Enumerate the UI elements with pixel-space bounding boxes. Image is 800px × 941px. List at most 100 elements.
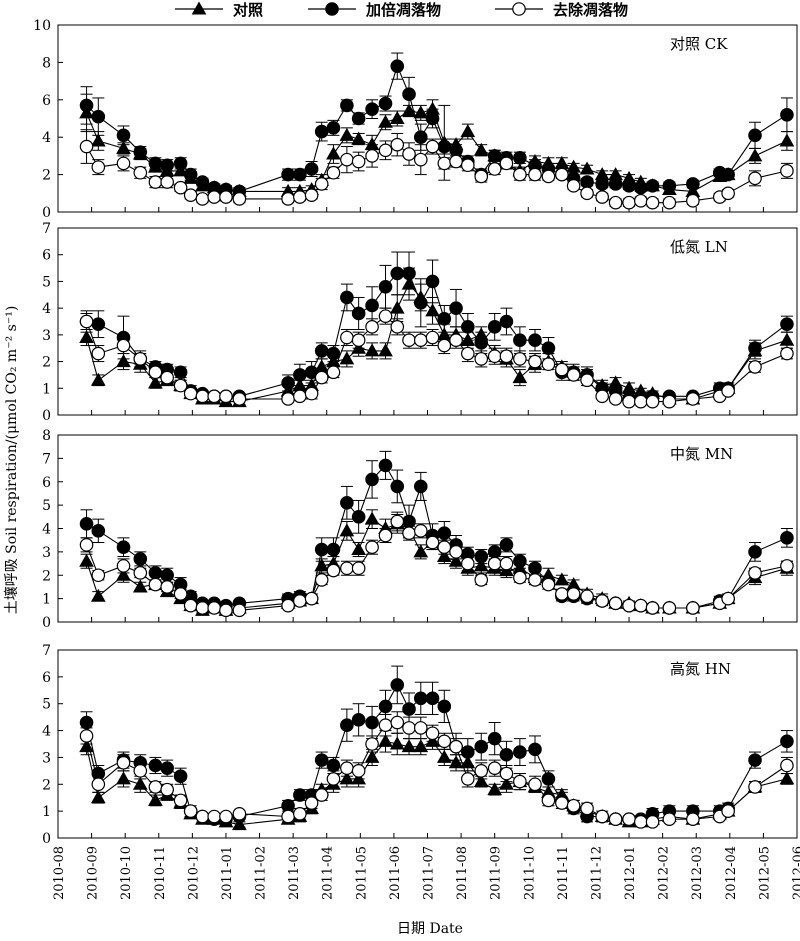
y-tick-label: 6 [42, 475, 51, 491]
data-point [365, 737, 379, 751]
data-point [232, 817, 247, 831]
data-point [340, 98, 354, 113]
data-point [608, 596, 623, 611]
data-point [390, 678, 405, 692]
data-point [79, 538, 94, 552]
data-point [513, 554, 527, 569]
data-point [326, 365, 341, 380]
data-point [528, 167, 542, 182]
x-tick-label: 2011-06 [388, 846, 403, 900]
data-point [293, 368, 307, 382]
data-point [634, 394, 648, 409]
y-tick-label: 0 [42, 408, 51, 424]
data-point [219, 389, 233, 404]
y-tick-label: 3 [42, 750, 51, 766]
data-point [351, 333, 366, 347]
data-point [148, 780, 163, 794]
data-point [326, 146, 341, 160]
data-point [314, 177, 329, 191]
data-point [473, 558, 489, 572]
data-point [555, 362, 569, 377]
data-point [634, 180, 648, 195]
y-tick-label: 2 [42, 568, 51, 584]
data-point [116, 540, 131, 554]
data-point [378, 458, 393, 473]
data-point [425, 691, 440, 706]
data-point [160, 158, 174, 173]
data-point [555, 167, 569, 182]
x-tick-label: 2011-11 [556, 846, 571, 900]
data-point [580, 186, 594, 201]
data-point [339, 771, 355, 785]
data-point [686, 812, 700, 826]
data-point [390, 137, 405, 152]
panel-frame [57, 227, 798, 416]
legend: 对照 加倍凋落物 去除凋落物 [175, 1, 628, 19]
data-point [436, 749, 452, 763]
data-point [133, 165, 148, 180]
panel-label: 低氮 LN [670, 238, 728, 256]
data-point [133, 566, 148, 580]
x-tick-label: 2011-07 [422, 846, 437, 900]
data-point [748, 341, 762, 356]
y-tick-label: 6 [42, 248, 51, 264]
data-point [413, 479, 428, 494]
data-point [364, 511, 380, 525]
x-tick-label: 2012-02 [657, 846, 672, 900]
data-point [528, 777, 542, 792]
data-point [499, 776, 514, 790]
data-point [449, 545, 463, 559]
data-point [173, 378, 188, 393]
data-point [207, 809, 221, 824]
data-point [378, 114, 393, 128]
data-point [449, 739, 463, 754]
data-point [487, 556, 502, 571]
data-point [580, 373, 594, 388]
data-point [461, 772, 475, 786]
y-tick-label: 6 [42, 670, 51, 686]
y-tick-label: 4 [42, 301, 51, 317]
chart-panel: 0 2 4 6 8 10 对照 CK [33, 18, 798, 221]
data-point [389, 110, 405, 124]
y-tick-label: 8 [42, 55, 51, 71]
data-point [622, 179, 636, 193]
data-point [364, 343, 380, 357]
y-tick-label: 3 [42, 545, 51, 561]
data-point [390, 59, 405, 73]
data-point [232, 807, 247, 821]
data-point [79, 98, 94, 113]
data-point [748, 360, 762, 374]
data-point [513, 774, 527, 789]
data-point [281, 167, 295, 182]
data-point [378, 733, 393, 747]
data-point [326, 165, 341, 180]
data-point [173, 156, 188, 171]
data-point [448, 755, 464, 769]
x-tick-label: 2011-05 [354, 846, 369, 900]
data-point [314, 370, 329, 385]
data-point [339, 351, 355, 365]
data-point [662, 394, 677, 409]
data-point [528, 354, 542, 369]
data-point [326, 121, 341, 135]
data-point [780, 734, 794, 749]
data-point [340, 152, 354, 167]
data-point [608, 392, 623, 406]
legend-marker [512, 2, 526, 16]
data-point [425, 726, 440, 741]
data-point [566, 587, 581, 601]
x-axis: 2010-08 2010-09 2010-10 2010-11 2010-12 2011-… [52, 846, 800, 900]
data-point [183, 386, 198, 401]
data-point [351, 131, 366, 145]
data-point [721, 384, 735, 398]
data-point [555, 587, 569, 601]
data-point [437, 734, 452, 749]
legend-marker [191, 1, 207, 15]
series [79, 251, 794, 406]
y-tick-label: 1 [42, 381, 51, 397]
y-tick-label: 0 [42, 615, 51, 631]
data-point [541, 169, 556, 184]
data-point [390, 715, 405, 730]
data-point [173, 365, 188, 380]
